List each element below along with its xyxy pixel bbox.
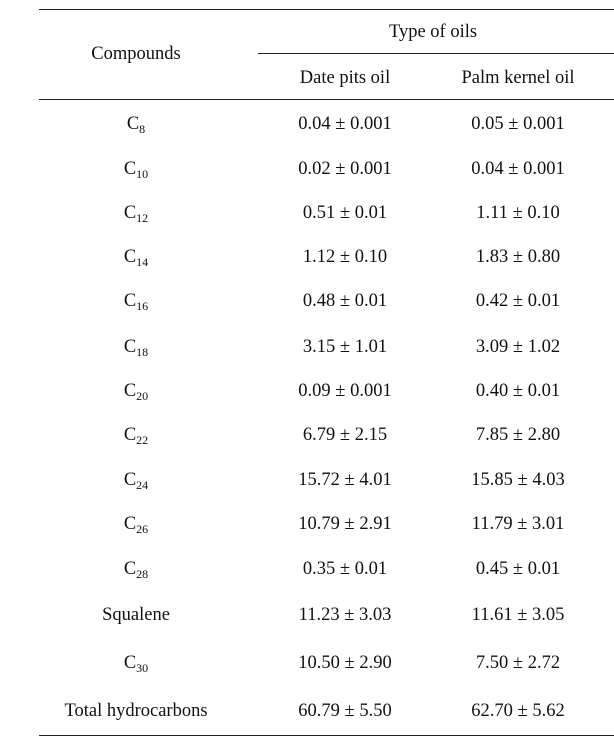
- header-group-rule: [258, 53, 614, 54]
- compound-cell: C16: [124, 290, 148, 312]
- compound-subscript: 22: [136, 433, 149, 447]
- compound-name: Total hydrocarbons: [64, 701, 208, 721]
- compound-base: C: [123, 514, 137, 534]
- compound-base: C: [123, 291, 137, 311]
- date-pits-value: 0.35 ± 0.01: [302, 559, 388, 579]
- compound-base: C: [123, 470, 137, 490]
- date-pits-value: 0.48 ± 0.01: [302, 291, 388, 311]
- date-pits-value: 0.51 ± 0.01: [302, 203, 388, 223]
- compound-base: C: [123, 381, 137, 401]
- compound-subscript: 12: [136, 211, 149, 225]
- palm-kernel-value: 0.45 ± 0.01: [475, 559, 561, 579]
- palm-kernel-value: 0.05 ± 0.001: [471, 114, 565, 134]
- date-pits-value: 3.15 ± 1.01: [302, 337, 388, 357]
- header-type-of-oils: Type of oils: [388, 22, 478, 42]
- compound-subscript: 18: [136, 345, 149, 359]
- compound-cell: C22: [124, 424, 148, 446]
- compound-base: C: [123, 559, 137, 579]
- compound-base: C: [123, 337, 137, 357]
- compound-cell: C24: [124, 469, 148, 491]
- compound-subscript: 16: [136, 299, 149, 313]
- date-pits-value: 11.23 ± 3.03: [298, 605, 392, 625]
- palm-kernel-value: 7.50 ± 2.72: [475, 653, 561, 673]
- palm-kernel-value: 7.85 ± 2.80: [475, 425, 561, 445]
- date-pits-value: 10.50 ± 2.90: [298, 653, 392, 673]
- palm-kernel-value: 1.83 ± 0.80: [475, 247, 561, 267]
- compound-base: C: [123, 247, 137, 267]
- compound-cell: C20: [124, 380, 148, 402]
- compound-subscript: 30: [136, 661, 149, 675]
- compound-subscript: 14: [136, 255, 149, 269]
- compound-name: Squalene: [102, 605, 170, 625]
- date-pits-value: 0.04 ± 0.001: [298, 114, 392, 134]
- date-pits-value: 1.12 ± 0.10: [302, 247, 388, 267]
- date-pits-value: 0.09 ± 0.001: [298, 381, 392, 401]
- compound-subscript: 10: [136, 167, 149, 181]
- header-bottom-rule: [39, 99, 614, 100]
- palm-kernel-value: 11.61 ± 3.05: [471, 605, 565, 625]
- palm-kernel-value: 3.09 ± 1.02: [475, 337, 561, 357]
- compound-cell: C14: [124, 246, 148, 268]
- palm-kernel-value: 1.11 ± 0.10: [476, 203, 560, 223]
- compound-cell: C30: [124, 652, 148, 674]
- header-date-pits-oil: Date pits oil: [299, 68, 391, 88]
- table-top-rule: [39, 9, 614, 10]
- date-pits-value: 6.79 ± 2.15: [302, 425, 388, 445]
- compound-cell: Total hydrocarbons: [64, 700, 207, 722]
- date-pits-value: 10.79 ± 2.91: [298, 514, 392, 534]
- compound-base: C: [126, 114, 140, 134]
- compound-base: C: [123, 653, 137, 673]
- palm-kernel-value: 0.04 ± 0.001: [471, 159, 565, 179]
- palm-kernel-value: 0.40 ± 0.01: [475, 381, 561, 401]
- palm-kernel-value: 0.42 ± 0.01: [475, 291, 561, 311]
- palm-kernel-value: 11.79 ± 3.01: [471, 514, 565, 534]
- palm-kernel-value: 62.70 ± 5.62: [471, 701, 565, 721]
- compound-cell: C12: [124, 202, 148, 224]
- compound-base: C: [123, 425, 137, 445]
- compound-cell: Squalene: [102, 604, 170, 626]
- header-compounds: Compounds: [91, 44, 181, 64]
- compound-cell: C8: [127, 113, 145, 135]
- date-pits-value: 60.79 ± 5.50: [298, 701, 392, 721]
- compound-cell: C28: [124, 558, 148, 580]
- header-palm-kernel-oil: Palm kernel oil: [461, 68, 575, 88]
- date-pits-value: 15.72 ± 4.01: [298, 470, 392, 490]
- compound-cell: C10: [124, 158, 148, 180]
- compound-subscript: 24: [136, 478, 149, 492]
- compound-base: C: [123, 203, 137, 223]
- compound-cell: C18: [124, 336, 148, 358]
- compound-cell: C26: [124, 513, 148, 535]
- compound-subscript: 28: [136, 567, 149, 581]
- date-pits-value: 0.02 ± 0.001: [298, 159, 392, 179]
- compound-subscript: 20: [136, 389, 149, 403]
- compound-subscript: 8: [139, 122, 146, 136]
- palm-kernel-value: 15.85 ± 4.03: [471, 470, 565, 490]
- compound-base: C: [123, 159, 137, 179]
- compound-subscript: 26: [136, 522, 149, 536]
